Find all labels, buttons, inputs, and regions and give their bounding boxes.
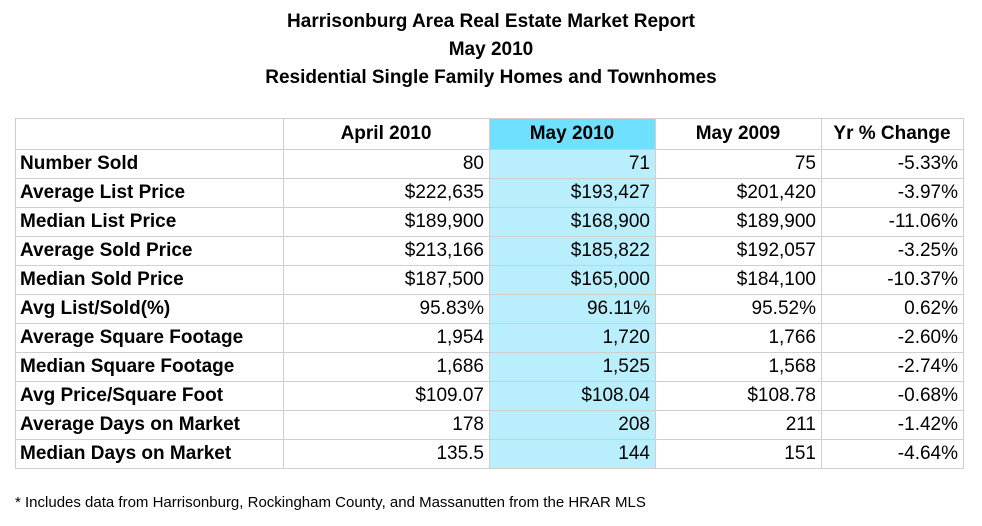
report-subtitle: Residential Single Family Homes and Town… bbox=[265, 67, 717, 88]
cell-may-2010: $185,822 bbox=[489, 236, 656, 266]
cell-may-2009: $184,100 bbox=[655, 265, 822, 295]
row-label: Average Sold Price bbox=[15, 236, 284, 266]
cell-may-2010: 144 bbox=[489, 439, 656, 469]
report-month: May 2010 bbox=[448, 39, 534, 60]
footnote: * Includes data from Harrisonburg, Rocki… bbox=[15, 494, 646, 511]
cell-yr-change: -3.25% bbox=[821, 236, 964, 266]
cell-may-2010: $165,000 bbox=[489, 265, 656, 295]
cell-yr-change: -4.64% bbox=[821, 439, 964, 469]
column-header-yr-change: Yr % Change bbox=[821, 118, 964, 150]
cell-yr-change: -5.33% bbox=[821, 149, 964, 179]
cell-may-2010: $108.04 bbox=[489, 381, 656, 411]
row-label: Avg List/Sold(%) bbox=[15, 294, 284, 324]
row-label: Average Days on Market bbox=[15, 410, 284, 440]
row-label: Avg Price/Square Foot bbox=[15, 381, 284, 411]
cell-may-2010: $193,427 bbox=[489, 178, 656, 208]
cell-may-2009: 211 bbox=[655, 410, 822, 440]
cell-yr-change: -11.06% bbox=[821, 207, 964, 237]
table-header-row: April 2010 May 2010 May 2009 Yr % Change bbox=[15, 118, 964, 150]
cell-may-2010: 1,525 bbox=[489, 352, 656, 382]
column-header-blank bbox=[15, 118, 284, 150]
column-header-april-2010: April 2010 bbox=[283, 118, 490, 150]
cell-april-2010: $222,635 bbox=[283, 178, 490, 208]
cell-may-2009: 1,766 bbox=[655, 323, 822, 353]
cell-yr-change: -1.42% bbox=[821, 410, 964, 440]
table-row: Median Days on Market 135.5 144 151 -4.64% bbox=[15, 439, 964, 469]
cell-may-2010: $168,900 bbox=[489, 207, 656, 237]
report-title: Harrisonburg Area Real Estate Market Rep… bbox=[287, 11, 695, 32]
cell-yr-change: 0.62% bbox=[821, 294, 964, 324]
row-label: Average Square Footage bbox=[15, 323, 284, 353]
table-row: Average Days on Market 178 208 211 -1.42% bbox=[15, 410, 964, 440]
cell-may-2010: 1,720 bbox=[489, 323, 656, 353]
row-label: Median Square Footage bbox=[15, 352, 284, 382]
cell-may-2010: 96.11% bbox=[489, 294, 656, 324]
cell-may-2009: 1,568 bbox=[655, 352, 822, 382]
cell-april-2010: 178 bbox=[283, 410, 490, 440]
column-header-may-2009: May 2009 bbox=[655, 118, 822, 150]
cell-april-2010: $187,500 bbox=[283, 265, 490, 295]
row-label: Median Days on Market bbox=[15, 439, 284, 469]
row-label: Average List Price bbox=[15, 178, 284, 208]
table-row: Average List Price $222,635 $193,427 $201,4… bbox=[15, 178, 964, 208]
row-label: Number Sold bbox=[15, 149, 284, 179]
table-row: Median List Price $189,900 $168,900 $189,90… bbox=[15, 207, 964, 237]
cell-april-2010: $109.07 bbox=[283, 381, 490, 411]
table-row: Median Square Footage 1,686 1,525 1,568 -2.7… bbox=[15, 352, 964, 382]
row-label: Median List Price bbox=[15, 207, 284, 237]
table-row: Number Sold 80 71 75 -5.33% bbox=[15, 149, 964, 179]
market-report-table: April 2010 May 2010 May 2009 Yr % Change… bbox=[15, 118, 964, 469]
row-label: Median Sold Price bbox=[15, 265, 284, 295]
table-row: Average Sold Price $213,166 $185,822 $192,0… bbox=[15, 236, 964, 266]
cell-april-2010: $189,900 bbox=[283, 207, 490, 237]
cell-may-2009: $201,420 bbox=[655, 178, 822, 208]
table-row: Average Square Footage 1,954 1,720 1,766 -2.… bbox=[15, 323, 964, 353]
cell-may-2009: $192,057 bbox=[655, 236, 822, 266]
cell-april-2010: 1,954 bbox=[283, 323, 490, 353]
cell-april-2010: 80 bbox=[283, 149, 490, 179]
cell-may-2009: $108.78 bbox=[655, 381, 822, 411]
cell-may-2009: 75 bbox=[655, 149, 822, 179]
cell-yr-change: -0.68% bbox=[821, 381, 964, 411]
column-header-may-2010: May 2010 bbox=[489, 118, 656, 150]
cell-april-2010: $213,166 bbox=[283, 236, 490, 266]
report-title-block: Harrisonburg Area Real Estate Market Rep… bbox=[0, 8, 982, 92]
cell-april-2010: 135.5 bbox=[283, 439, 490, 469]
cell-may-2010: 71 bbox=[489, 149, 656, 179]
cell-yr-change: -2.74% bbox=[821, 352, 964, 382]
table-row: Avg List/Sold(%) 95.83% 96.11% 95.52% 0.62% bbox=[15, 294, 964, 324]
cell-may-2010: 208 bbox=[489, 410, 656, 440]
cell-may-2009: $189,900 bbox=[655, 207, 822, 237]
cell-april-2010: 1,686 bbox=[283, 352, 490, 382]
table-row: Median Sold Price $187,500 $165,000 $184,10… bbox=[15, 265, 964, 295]
table-row: Avg Price/Square Foot $109.07 $108.04 $108.… bbox=[15, 381, 964, 411]
cell-yr-change: -2.60% bbox=[821, 323, 964, 353]
cell-yr-change: -10.37% bbox=[821, 265, 964, 295]
cell-april-2010: 95.83% bbox=[283, 294, 490, 324]
cell-yr-change: -3.97% bbox=[821, 178, 964, 208]
cell-may-2009: 95.52% bbox=[655, 294, 822, 324]
cell-may-2009: 151 bbox=[655, 439, 822, 469]
